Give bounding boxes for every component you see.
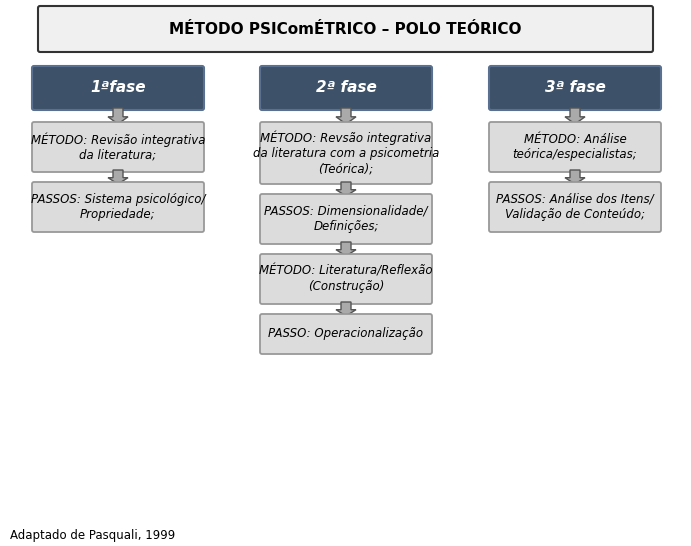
Text: MÉTODO: Análise
teórica/especialistas;: MÉTODO: Análise teórica/especialistas; bbox=[513, 133, 637, 161]
Text: PASSOS: Sistema psicológico/
Propriedade;: PASSOS: Sistema psicológico/ Propriedade… bbox=[31, 193, 205, 221]
FancyBboxPatch shape bbox=[260, 122, 432, 184]
Polygon shape bbox=[108, 108, 128, 124]
Text: MÉTODO: Revisão integrativa
da literatura;: MÉTODO: Revisão integrativa da literatur… bbox=[31, 132, 205, 162]
Text: PASSOS: Dimensionalidade/
Definições;: PASSOS: Dimensionalidade/ Definições; bbox=[264, 205, 428, 233]
Polygon shape bbox=[336, 108, 356, 124]
Text: Adaptado de Pasquali, 1999: Adaptado de Pasquali, 1999 bbox=[10, 530, 176, 543]
Polygon shape bbox=[336, 182, 356, 196]
Polygon shape bbox=[108, 170, 128, 184]
FancyBboxPatch shape bbox=[260, 194, 432, 244]
Text: MÉTODO: Literatura/Reflexão
(Construção): MÉTODO: Literatura/Reflexão (Construção) bbox=[259, 265, 433, 293]
FancyBboxPatch shape bbox=[489, 122, 661, 172]
FancyBboxPatch shape bbox=[260, 254, 432, 304]
Text: MÉTODO: Revsão integrativa
da literatura com a psicometria
(Teórica);: MÉTODO: Revsão integrativa da literatura… bbox=[253, 130, 439, 175]
FancyBboxPatch shape bbox=[32, 66, 204, 110]
FancyBboxPatch shape bbox=[489, 66, 661, 110]
FancyBboxPatch shape bbox=[32, 122, 204, 172]
Text: 1ªfase: 1ªfase bbox=[91, 80, 146, 96]
FancyBboxPatch shape bbox=[260, 66, 432, 110]
Polygon shape bbox=[336, 242, 356, 256]
Polygon shape bbox=[336, 302, 356, 316]
Text: 3ª fase: 3ª fase bbox=[545, 80, 605, 96]
Text: 2ª fase: 2ª fase bbox=[316, 80, 377, 96]
FancyBboxPatch shape bbox=[489, 182, 661, 232]
Text: PASSO: Operacionalização: PASSO: Operacionalização bbox=[268, 328, 424, 341]
FancyBboxPatch shape bbox=[260, 314, 432, 354]
Text: PASSOS: Análise dos Itens/
Validação de Conteúdo;: PASSOS: Análise dos Itens/ Validação de … bbox=[496, 193, 654, 221]
Polygon shape bbox=[565, 170, 585, 184]
Polygon shape bbox=[565, 108, 585, 124]
FancyBboxPatch shape bbox=[38, 6, 653, 52]
Text: MÉTODO PSIComÉTRICO – POLO TEÓRICO: MÉTODO PSIComÉTRICO – POLO TEÓRICO bbox=[169, 21, 522, 37]
FancyBboxPatch shape bbox=[32, 182, 204, 232]
